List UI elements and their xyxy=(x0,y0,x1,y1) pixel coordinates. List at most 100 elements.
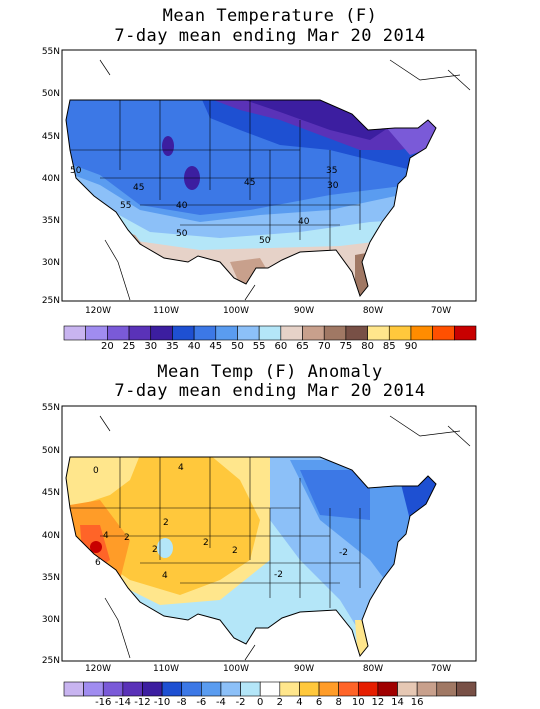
svg-text:4: 4 xyxy=(178,463,184,473)
map2-lat-labels: 55N 50N 45N 40N 35N 30N 25N xyxy=(42,403,60,666)
map1-colorbar xyxy=(63,325,477,341)
map1-colorbar-labels: 20 25 30 35 40 45 50 55 60 65 70 75 80 8… xyxy=(101,341,417,352)
svg-text:2: 2 xyxy=(203,538,209,548)
svg-text:100W: 100W xyxy=(223,664,249,674)
cb1-swatch xyxy=(237,325,260,341)
map1-lat-labels: 55N 50N 45N 40N 35N 30N 25N xyxy=(42,47,60,306)
cb1-swatch xyxy=(323,325,347,341)
svg-text:8: 8 xyxy=(335,697,341,708)
svg-text:50: 50 xyxy=(231,341,244,352)
svg-text:50: 50 xyxy=(176,229,188,239)
svg-text:80W: 80W xyxy=(363,664,383,674)
svg-text:45: 45 xyxy=(244,178,255,188)
svg-text:40: 40 xyxy=(176,201,188,211)
cb1-swatch xyxy=(172,325,195,341)
svg-text:-10: -10 xyxy=(154,697,170,708)
cb1-swatch xyxy=(367,325,390,341)
map2-lon-labels: 120W 110W 100W 90W 80W 70W xyxy=(85,664,451,674)
svg-text:55: 55 xyxy=(253,341,266,352)
map1-contour-labels: 50 45 55 40 50 50 45 40 35 30 xyxy=(70,166,339,246)
svg-text:2: 2 xyxy=(277,697,283,708)
svg-text:4: 4 xyxy=(103,531,109,541)
cb1-swatch xyxy=(128,325,152,341)
cb2-swatch xyxy=(279,681,300,697)
map2-title-line2: 7-day mean ending Mar 20 2014 xyxy=(114,381,426,401)
cb1-swatch xyxy=(454,325,477,341)
cb2-swatch xyxy=(338,681,359,697)
cb2-swatch xyxy=(142,681,163,697)
svg-text:40: 40 xyxy=(298,217,310,227)
svg-text:-2: -2 xyxy=(339,548,348,558)
svg-text:45N: 45N xyxy=(42,488,60,498)
cb2-swatch xyxy=(161,681,183,697)
map2-contour-labels: 4 0 2 2 4 2 2 2 6 4 -2 -2 xyxy=(93,463,348,581)
svg-text:30N: 30N xyxy=(42,258,60,268)
svg-text:6: 6 xyxy=(95,558,101,568)
cb2-swatch xyxy=(259,681,281,697)
svg-text:30: 30 xyxy=(327,181,339,191)
cb2-swatch xyxy=(63,681,84,697)
svg-text:-16: -16 xyxy=(95,697,111,708)
svg-text:70W: 70W xyxy=(431,306,451,316)
cb1-swatch xyxy=(193,325,217,341)
svg-text:35N: 35N xyxy=(42,573,60,583)
svg-text:-6: -6 xyxy=(196,697,206,708)
svg-text:90: 90 xyxy=(405,341,418,352)
cb2-swatch xyxy=(377,681,398,697)
svg-text:55: 55 xyxy=(120,201,131,211)
svg-text:70W: 70W xyxy=(431,664,451,674)
svg-text:30N: 30N xyxy=(42,615,60,625)
svg-text:20: 20 xyxy=(101,341,114,352)
cb2-swatch xyxy=(83,681,104,697)
svg-text:50N: 50N xyxy=(42,446,60,456)
svg-text:120W: 120W xyxy=(85,306,111,316)
svg-text:2: 2 xyxy=(163,518,169,528)
svg-text:-12: -12 xyxy=(134,697,150,708)
svg-text:55N: 55N xyxy=(42,47,60,57)
svg-text:6: 6 xyxy=(316,697,322,708)
svg-text:2: 2 xyxy=(152,545,158,555)
svg-text:35: 35 xyxy=(326,166,337,176)
svg-text:30: 30 xyxy=(144,341,157,352)
cb1-swatch xyxy=(388,325,412,341)
map2-title-line1: Mean Temp (F) Anomaly xyxy=(157,362,383,382)
svg-text:25: 25 xyxy=(123,341,136,352)
svg-text:12: 12 xyxy=(372,697,385,708)
svg-text:50: 50 xyxy=(70,166,82,176)
cb1-swatch xyxy=(345,325,368,341)
svg-text:110W: 110W xyxy=(153,306,179,316)
svg-text:70: 70 xyxy=(318,341,331,352)
cb2-swatch xyxy=(240,681,261,697)
svg-text:40N: 40N xyxy=(42,174,60,184)
svg-text:0: 0 xyxy=(257,697,263,708)
cb1-swatch xyxy=(432,325,455,341)
map2-coastlines xyxy=(99,415,471,661)
map1-lon-labels: 120W 110W 100W 90W 80W 70W xyxy=(85,306,451,316)
cb1-swatch xyxy=(302,325,325,341)
svg-text:45: 45 xyxy=(209,341,222,352)
svg-text:120W: 120W xyxy=(85,664,111,674)
cb2-swatch xyxy=(416,681,438,697)
svg-text:-14: -14 xyxy=(115,697,131,708)
cb1-swatch xyxy=(258,325,282,341)
cb1-swatch xyxy=(150,325,173,341)
svg-text:-2: -2 xyxy=(274,570,283,580)
cb1-swatch xyxy=(107,325,130,341)
svg-text:10: 10 xyxy=(352,697,365,708)
svg-text:2: 2 xyxy=(232,546,238,556)
svg-text:35: 35 xyxy=(166,341,179,352)
svg-text:80W: 80W xyxy=(363,306,383,316)
svg-text:100W: 100W xyxy=(223,306,249,316)
svg-text:40: 40 xyxy=(188,341,201,352)
map2-colorbar-labels: -16 -14 -12 -10 -8 -6 -4 -2 0 2 4 6 8 10… xyxy=(95,697,423,708)
svg-text:65: 65 xyxy=(296,341,309,352)
svg-text:14: 14 xyxy=(391,697,404,708)
map1-title-line1: Mean Temperature (F) xyxy=(162,6,378,26)
cb1-swatch xyxy=(280,325,303,341)
svg-text:4: 4 xyxy=(162,571,168,581)
cb2-swatch xyxy=(181,681,202,697)
map2-colorbar xyxy=(63,681,477,697)
svg-text:2: 2 xyxy=(124,533,130,543)
svg-text:50: 50 xyxy=(259,236,271,246)
